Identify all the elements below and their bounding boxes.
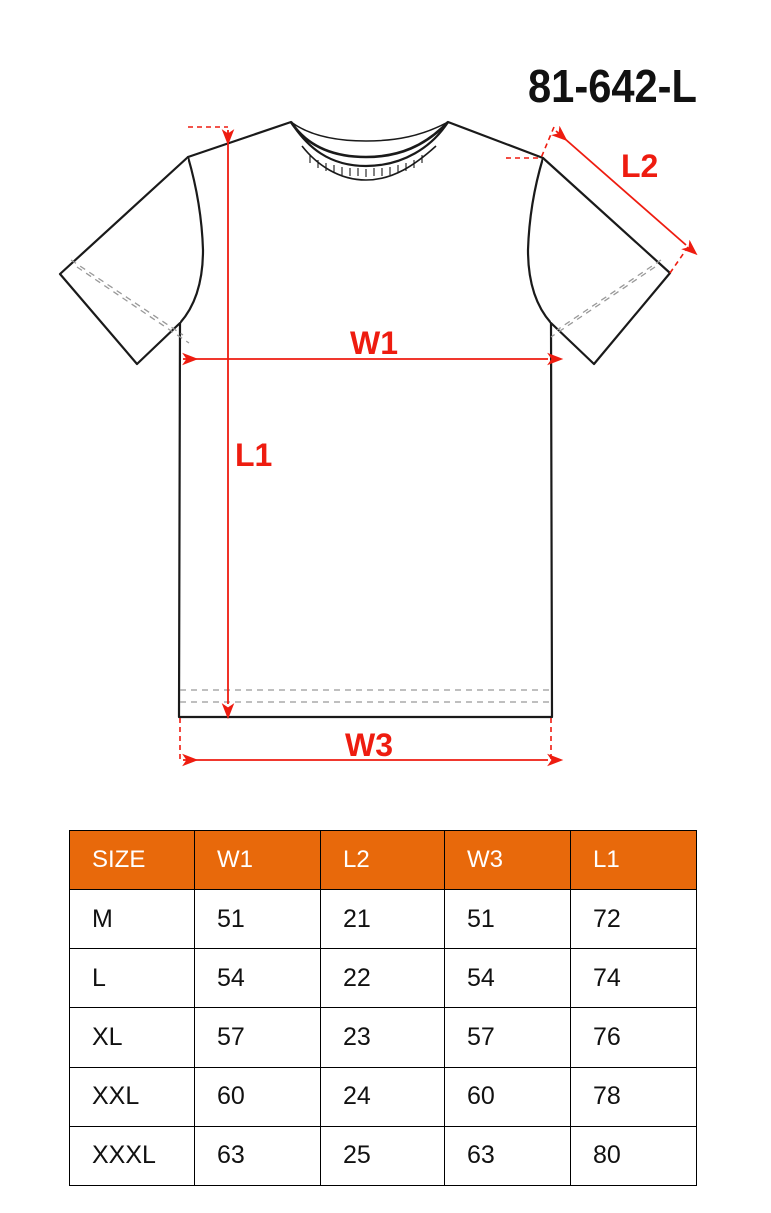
svg-text:W3: W3: [345, 727, 393, 763]
svg-text:W1: W1: [350, 325, 398, 361]
svg-text:L1: L1: [235, 437, 272, 473]
svg-text:81-642-L: 81-642-L: [528, 60, 697, 112]
svg-text:L2: L2: [621, 148, 658, 184]
